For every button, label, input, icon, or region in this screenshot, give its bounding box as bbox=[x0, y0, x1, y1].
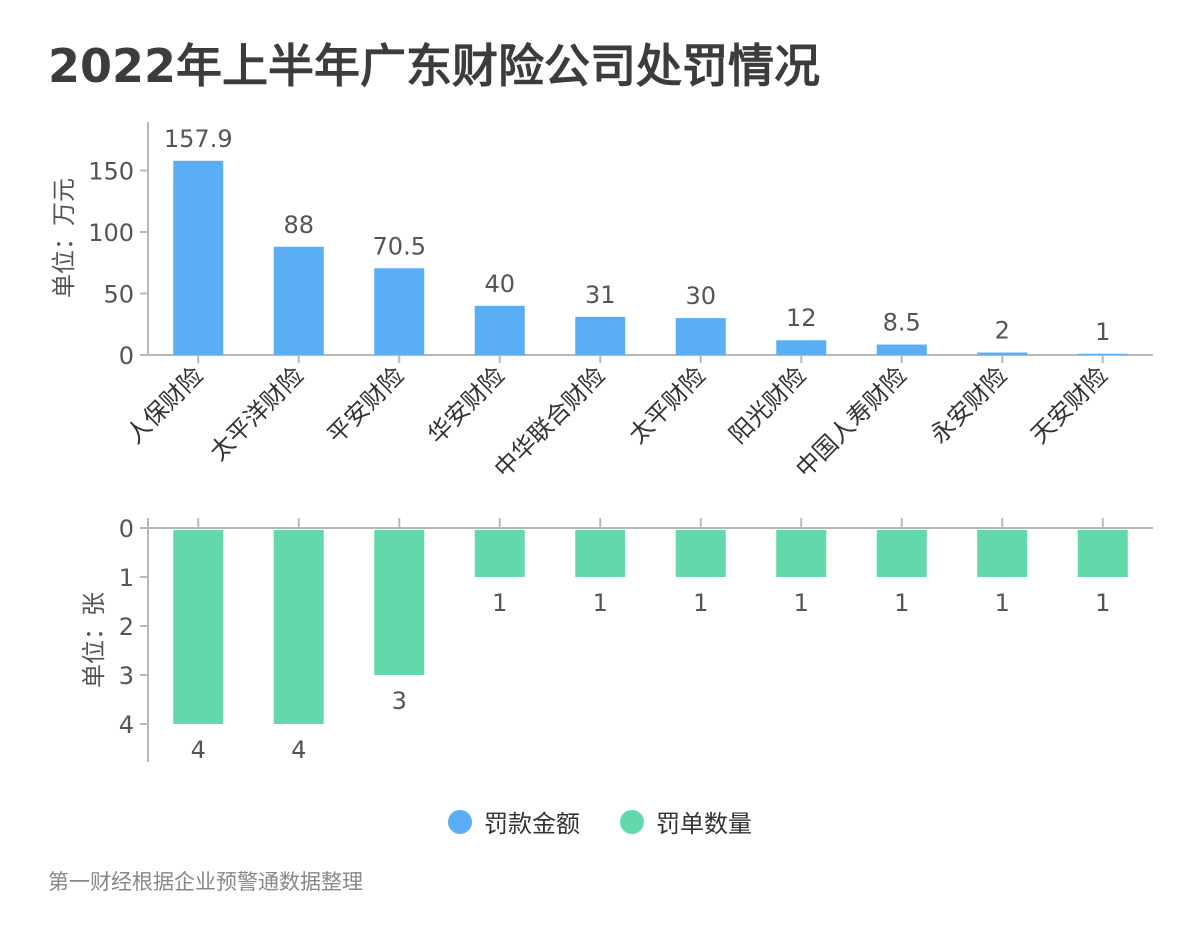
amount-bar bbox=[374, 268, 425, 355]
count-data-label: 4 bbox=[291, 736, 306, 764]
chart-area: 050100150单位：万元157.9人保财险88太平洋财险70.5平安财险40… bbox=[50, 122, 1153, 764]
amount-data-label: 1 bbox=[1095, 318, 1110, 346]
category-label: 永安财险 bbox=[925, 361, 1013, 449]
count-bar bbox=[374, 530, 425, 675]
amount-bar bbox=[173, 160, 224, 355]
amount-bar bbox=[675, 318, 726, 355]
count-data-label: 1 bbox=[593, 589, 608, 617]
category-label: 太平洋财险 bbox=[204, 361, 309, 466]
count-bar bbox=[776, 530, 827, 577]
source-note: 第一财经根据企业预警通数据整理 bbox=[48, 870, 363, 894]
bottom-y-tick-label: 0 bbox=[119, 515, 134, 543]
count-data-label: 1 bbox=[492, 589, 507, 617]
count-data-label: 1 bbox=[693, 589, 708, 617]
count-bar bbox=[474, 530, 525, 577]
category-label: 华安财险 bbox=[422, 361, 510, 449]
amount-data-label: 157.9 bbox=[164, 125, 233, 153]
legend-dot-count bbox=[620, 809, 644, 834]
top-y-axis-label: 单位：万元 bbox=[50, 178, 78, 298]
bottom-y-axis-label: 单位：张 bbox=[80, 592, 108, 688]
category-label: 人保财险 bbox=[121, 361, 209, 449]
count-data-label: 1 bbox=[1095, 589, 1110, 617]
legend-label-count: 罚单数量 bbox=[656, 810, 752, 838]
count-bar bbox=[876, 530, 927, 577]
legend-item-amount[interactable]: 罚款金额 bbox=[448, 804, 580, 839]
category-label: 阳光财险 bbox=[724, 361, 812, 449]
bottom-y-tick-label: 1 bbox=[119, 564, 134, 592]
amount-bar bbox=[776, 340, 827, 355]
amount-bar bbox=[575, 316, 626, 355]
count-data-label: 1 bbox=[995, 589, 1010, 617]
amount-bar bbox=[876, 344, 927, 355]
amount-data-label: 70.5 bbox=[373, 232, 426, 260]
count-data-label: 1 bbox=[894, 589, 909, 617]
bottom-y-tick-label: 2 bbox=[119, 613, 134, 641]
count-bar bbox=[575, 530, 626, 577]
count-bar bbox=[173, 530, 224, 724]
top-y-tick-label: 100 bbox=[88, 219, 134, 247]
count-data-label: 3 bbox=[392, 687, 407, 715]
amount-data-label: 31 bbox=[585, 281, 616, 309]
amount-data-label: 2 bbox=[995, 317, 1010, 345]
amount-bar bbox=[1077, 353, 1128, 355]
bottom-y-tick-label: 3 bbox=[119, 662, 134, 690]
amount-data-label: 40 bbox=[484, 270, 515, 298]
count-data-label: 1 bbox=[794, 589, 809, 617]
top-y-tick-label: 0 bbox=[119, 342, 134, 370]
amount-data-label: 88 bbox=[283, 211, 314, 239]
chart-title: 2022年上半年广东财险公司处罚情况 bbox=[48, 39, 821, 93]
category-label: 平安财险 bbox=[322, 361, 410, 449]
count-bar bbox=[977, 530, 1028, 577]
bottom-y-tick-label: 4 bbox=[119, 711, 134, 739]
category-label: 天安财险 bbox=[1025, 361, 1113, 449]
top-y-tick-label: 50 bbox=[103, 281, 134, 309]
legend: 罚款金额 罚单数量 bbox=[0, 804, 1200, 839]
amount-bar bbox=[273, 246, 324, 355]
amount-bar bbox=[474, 305, 525, 355]
amount-bar bbox=[977, 352, 1028, 355]
count-bar bbox=[675, 530, 726, 577]
legend-dot-amount bbox=[448, 809, 472, 834]
amount-data-label: 12 bbox=[786, 304, 817, 332]
count-bar bbox=[1077, 530, 1128, 577]
count-data-label: 4 bbox=[191, 736, 206, 764]
top-y-tick-label: 150 bbox=[88, 158, 134, 186]
legend-label-amount: 罚款金额 bbox=[484, 810, 580, 838]
amount-data-label: 30 bbox=[685, 282, 716, 310]
category-label: 太平财险 bbox=[623, 361, 711, 449]
amount-data-label: 8.5 bbox=[883, 309, 921, 337]
count-bar bbox=[273, 530, 324, 724]
legend-item-count[interactable]: 罚单数量 bbox=[620, 804, 752, 839]
